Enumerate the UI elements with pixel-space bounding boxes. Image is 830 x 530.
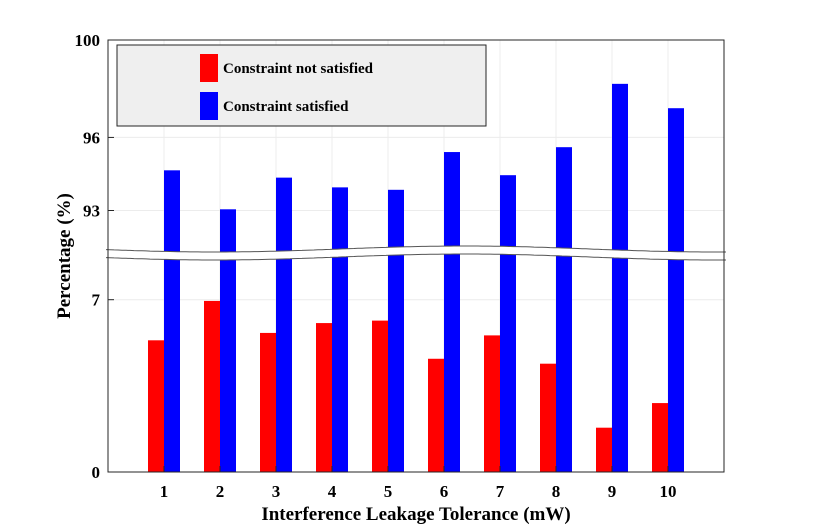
x-tick-label: 6: [440, 482, 449, 501]
x-tick-label: 4: [328, 482, 337, 501]
y-tick-label: 93: [83, 202, 100, 221]
bar-constraint-not-satisfied: [540, 363, 556, 472]
plot-frame: [107, 39, 725, 473]
x-tick-label: 10: [660, 482, 677, 501]
x-tick-label: 2: [216, 482, 225, 501]
bar-constraint-satisfied: [500, 175, 516, 472]
bar-constraint-satisfied: [556, 147, 572, 472]
legend-label: Constraint not satisfied: [223, 61, 374, 77]
axis-break-line-top: [105, 245, 726, 253]
bar-constraint-satisfied: [276, 177, 292, 472]
legend-box: [116, 44, 487, 127]
bar-constraint-not-satisfied: [596, 427, 612, 472]
axis-break: [105, 245, 726, 261]
bar-constraint-satisfied: [332, 187, 348, 472]
legend: Constraint not satisfied Constraint satis…: [116, 44, 487, 127]
bar-constraint-not-satisfied: [148, 340, 164, 472]
bar-constraint-satisfied: [220, 209, 236, 473]
bar-constraint-not-satisfied: [484, 335, 500, 472]
bar-constraint-satisfied: [388, 189, 404, 473]
x-tick-label: 7: [496, 482, 505, 501]
bar-constraint-not-satisfied: [204, 300, 220, 472]
y-tick-label: 0: [92, 463, 101, 482]
y-tick-label: 7: [92, 291, 101, 310]
legend-swatch: [200, 54, 218, 82]
axis-break-band: [106, 246, 726, 260]
y-axis-title: Percentage (%): [54, 193, 75, 319]
x-tick-label: 9: [608, 482, 617, 501]
axis-break-line-bottom: [105, 253, 726, 261]
y-tick-label: 100: [75, 31, 101, 50]
legend-swatch: [200, 92, 218, 120]
x-tick-label: 5: [384, 482, 393, 501]
x-tick-label: 1: [160, 482, 169, 501]
bar-constraint-satisfied: [444, 152, 460, 473]
y-tick-label: 96: [83, 128, 100, 147]
x-axis-title: Interference Leakage Tolerance (mW): [261, 504, 570, 525]
bar-constraint-satisfied: [668, 108, 684, 472]
bar-constraint-satisfied: [612, 83, 628, 472]
x-tick-label: 3: [272, 482, 281, 501]
bar-constraint-not-satisfied: [428, 358, 444, 472]
bar-constraint-not-satisfied: [372, 320, 388, 472]
bar-constraint-not-satisfied: [260, 332, 276, 472]
bar-constraint-satisfied: [164, 170, 180, 473]
x-tick-label: 8: [552, 482, 561, 501]
bar-constraint-not-satisfied: [652, 403, 668, 472]
legend-label: Constraint satisfied: [223, 99, 349, 115]
bars: [148, 83, 684, 473]
bar-constraint-not-satisfied: [316, 323, 332, 472]
